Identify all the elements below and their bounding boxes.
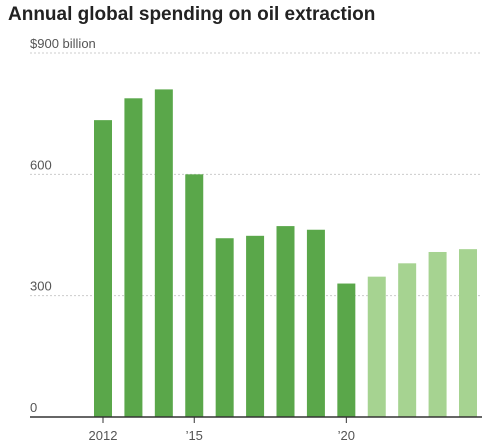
bar-2018 <box>276 226 295 417</box>
x-tick-label: ’20 <box>338 428 355 443</box>
x-axis <box>30 416 482 423</box>
bar-2019 <box>306 229 325 417</box>
bar-2024 <box>459 249 477 417</box>
bar-2016 <box>215 238 234 417</box>
y-tick-label: 300 <box>30 279 52 294</box>
bar-2023 <box>428 251 447 417</box>
y-tick-label: 0 <box>30 400 37 415</box>
bar-2021 <box>367 276 386 417</box>
bar-2015 <box>185 174 204 417</box>
x-tick-label: ’15 <box>186 428 203 443</box>
y-tick-label: $900 billion <box>30 36 96 51</box>
x-tick-labels: 2012 ’15 ’20 <box>89 428 355 443</box>
bars <box>94 89 477 418</box>
bar-2020 <box>337 283 356 417</box>
bar-2017 <box>246 235 265 417</box>
bar-2013 <box>124 98 143 417</box>
y-tick-labels: 0 300 600 $900 billion <box>30 36 96 415</box>
y-tick-label: 600 <box>30 157 52 172</box>
x-tick-label: 2012 <box>89 428 118 443</box>
chart-title: Annual global spending on oil extraction <box>8 4 376 25</box>
bar-2022 <box>398 263 417 417</box>
bar-2012 <box>94 120 112 417</box>
bar-2014 <box>154 89 173 418</box>
